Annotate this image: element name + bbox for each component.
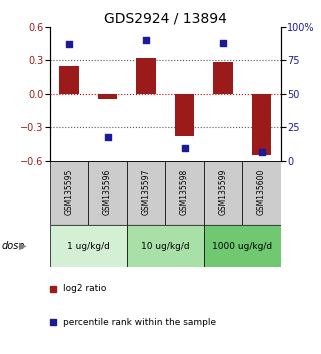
Bar bbox=[59, 66, 79, 94]
Text: ▶: ▶ bbox=[19, 241, 27, 251]
Bar bbox=[127, 225, 204, 267]
Bar bbox=[98, 94, 117, 99]
Text: 1000 ug/kg/d: 1000 ug/kg/d bbox=[212, 241, 273, 251]
Title: GDS2924 / 13894: GDS2924 / 13894 bbox=[104, 11, 227, 25]
Text: 1 ug/kg/d: 1 ug/kg/d bbox=[67, 241, 110, 251]
Bar bbox=[165, 161, 204, 225]
Text: GSM135600: GSM135600 bbox=[257, 169, 266, 215]
Point bbox=[143, 37, 149, 43]
Bar bbox=[50, 161, 88, 225]
Text: log2 ratio: log2 ratio bbox=[63, 284, 106, 293]
Text: 10 ug/kg/d: 10 ug/kg/d bbox=[141, 241, 190, 251]
Point bbox=[182, 145, 187, 150]
Point bbox=[221, 40, 226, 46]
Text: GSM135596: GSM135596 bbox=[103, 169, 112, 215]
Bar bbox=[213, 62, 233, 94]
Bar bbox=[252, 94, 271, 155]
Point bbox=[105, 134, 110, 140]
Bar bbox=[127, 161, 165, 225]
Text: GSM135595: GSM135595 bbox=[65, 169, 74, 215]
Text: percentile rank within the sample: percentile rank within the sample bbox=[63, 318, 216, 327]
Text: GSM135597: GSM135597 bbox=[142, 169, 151, 215]
Bar bbox=[204, 161, 242, 225]
Text: GSM135598: GSM135598 bbox=[180, 169, 189, 215]
Bar bbox=[88, 161, 127, 225]
Point bbox=[66, 41, 72, 47]
Bar bbox=[50, 225, 127, 267]
Bar bbox=[136, 58, 156, 94]
Text: dose: dose bbox=[2, 241, 25, 251]
Bar bbox=[175, 94, 194, 136]
Point bbox=[259, 149, 264, 154]
Text: GSM135599: GSM135599 bbox=[219, 169, 228, 215]
Bar bbox=[242, 161, 281, 225]
Bar bbox=[204, 225, 281, 267]
